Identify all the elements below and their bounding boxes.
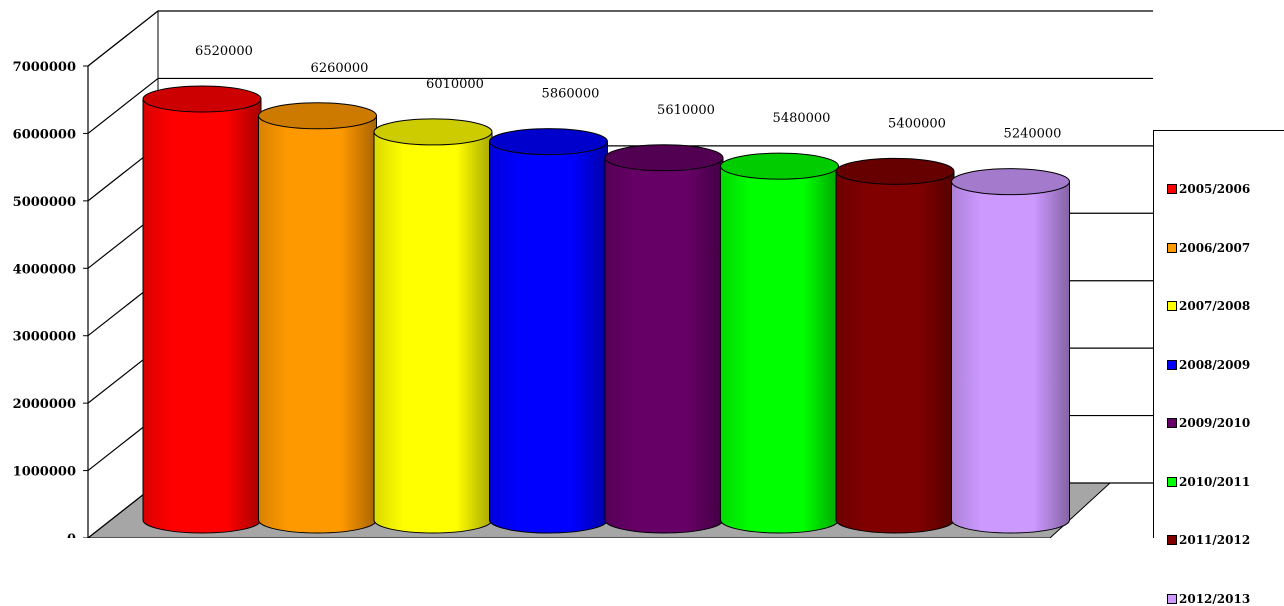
data-label: 5240000 <box>1004 127 1062 142</box>
legend-label: 2008/2009 <box>1179 357 1251 372</box>
legend-swatch <box>1167 242 1177 253</box>
legend-swatch <box>1167 476 1177 487</box>
legend-label: 2005/2006 <box>1179 182 1251 196</box>
data-label: 6260000 <box>311 61 369 76</box>
y-tick-label: 2000000 <box>13 397 76 412</box>
data-label: 6010000 <box>426 77 484 92</box>
legend-item: 2005/2006 <box>1167 182 1250 196</box>
legend-item: 2011/2012 <box>1167 533 1250 547</box>
legend-label: 2010/2011 <box>1179 474 1251 489</box>
y-tick-label: 4000000 <box>13 262 76 277</box>
y-tick-label: 7000000 <box>13 60 76 75</box>
bar-top-cap <box>604 144 724 172</box>
bar-top-cap <box>720 152 839 180</box>
legend-item: 2008/2009 <box>1167 358 1250 372</box>
cylinder-bar-chart: 0 1000000 2000000 3000000 4000000 5000000 6000… <box>13 9 1153 538</box>
bar-top-cap <box>373 118 493 146</box>
bar-body <box>142 98 262 534</box>
bar-top-cap <box>951 168 1070 196</box>
legend-swatch <box>1167 359 1177 370</box>
legend-swatch <box>1167 593 1177 604</box>
legend-label: 2012/2013 <box>1179 591 1251 606</box>
legend-swatch <box>1167 418 1177 428</box>
gridline-side <box>87 10 159 67</box>
data-labels: 6520000 6260000 6010000 5860000 5610000 54800… <box>195 44 1061 142</box>
data-label: 5480000 <box>773 111 831 126</box>
legend-label: 2006/2007 <box>1179 240 1251 255</box>
gridline-side <box>87 77 159 134</box>
legend-item: 2009/2010 <box>1167 416 1250 430</box>
data-label: 5400000 <box>888 116 946 131</box>
bars <box>142 85 1070 534</box>
legend-item: 2012/2013 <box>1167 592 1250 606</box>
legend-item: 2010/2011 <box>1167 475 1250 489</box>
bar-2009/2010 <box>604 144 724 534</box>
y-tick-label: 3000000 <box>13 330 76 345</box>
legend-label: 2007/2008 <box>1179 299 1251 313</box>
data-label: 6520000 <box>195 44 253 59</box>
bar-2008/2009 <box>489 128 608 534</box>
bar-body <box>373 131 493 534</box>
bar-body <box>720 165 839 534</box>
bar-2010/2011 <box>720 152 839 534</box>
bar-top-cap <box>835 157 955 185</box>
y-tick-label: 5000000 <box>13 195 76 210</box>
bar-2005/2006 <box>142 85 262 534</box>
bar-body <box>258 115 377 534</box>
legend-label: 2011/2012 <box>1179 533 1251 547</box>
bar-top-cap <box>142 85 262 113</box>
legend: 2005/2006 2006/2007 2007/2008 2008/2009 2009… <box>1153 130 1284 606</box>
y-tick-label: 1000000 <box>13 465 76 480</box>
bar-2011/2012 <box>835 157 955 534</box>
y-axis: 0 1000000 2000000 3000000 4000000 5000000 6000… <box>13 60 89 538</box>
legend-item: 2006/2007 <box>1167 241 1250 255</box>
bar-body <box>604 157 724 534</box>
bar-body <box>835 170 955 534</box>
bar-top-cap <box>258 102 377 130</box>
legend-label: 2009/2010 <box>1179 416 1251 430</box>
bar-2006/2007 <box>258 102 377 534</box>
bar-body <box>489 141 608 534</box>
bar-body <box>951 181 1070 534</box>
data-label: 5860000 <box>542 87 600 102</box>
y-tick-label: 6000000 <box>13 127 76 142</box>
bar-2007/2008 <box>373 118 493 534</box>
bar-2012/2013 <box>951 168 1070 534</box>
legend-swatch <box>1167 535 1177 545</box>
legend-swatch <box>1167 184 1177 194</box>
legend-swatch <box>1167 301 1177 311</box>
y-tick-label: 0 <box>67 532 76 538</box>
bar-top-cap <box>489 128 608 156</box>
data-label: 5610000 <box>657 103 715 118</box>
legend-item: 2007/2008 <box>1167 299 1250 313</box>
